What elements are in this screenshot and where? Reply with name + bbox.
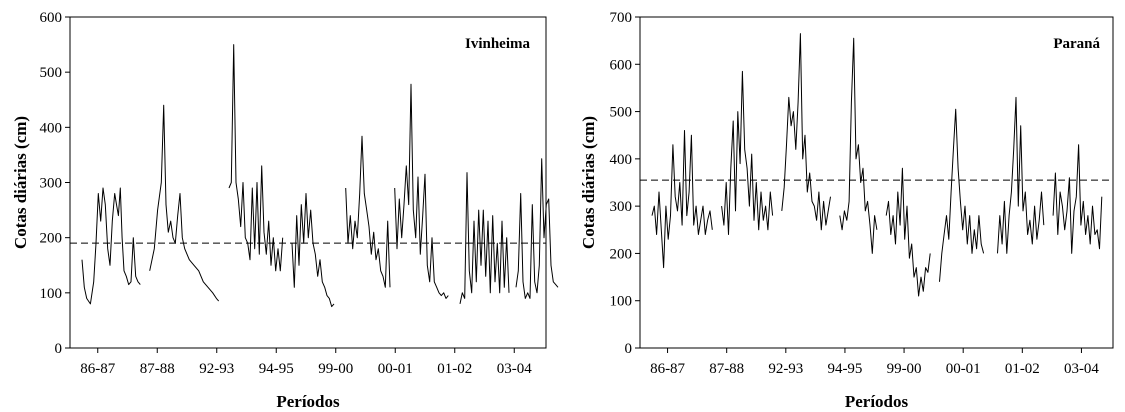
x-tick-label: 86-87 (80, 361, 115, 377)
y-tick-label: 200 (610, 246, 633, 262)
series-line (345, 135, 391, 288)
y-axis-label: Cotas diárias (cm) (579, 116, 598, 249)
series-line (885, 167, 931, 297)
y-tick-label: 100 (610, 294, 633, 310)
x-tick-label: 00-01 (378, 361, 413, 377)
y-tick-label: 400 (40, 120, 63, 136)
plot-frame (69, 16, 547, 349)
x-tick-label: 87-88 (140, 361, 175, 377)
x-tick-label: 86-87 (650, 361, 685, 377)
y-tick-label: 100 (40, 286, 63, 302)
x-tick-label: 94-95 (827, 361, 862, 377)
series-line (839, 37, 878, 254)
x-tick-label: 87-88 (709, 361, 744, 377)
series-line (394, 83, 449, 299)
y-tick-label: 300 (40, 176, 63, 192)
y-tick-label: 700 (610, 10, 633, 26)
panel-title: Ivinheima (465, 36, 531, 52)
y-tick-label: 400 (610, 152, 633, 168)
y-tick-label: 500 (40, 65, 63, 81)
x-tick-label: 01-02 (1005, 361, 1040, 377)
x-tick-label: 94-95 (259, 361, 294, 377)
y-tick-label: 0 (625, 341, 633, 357)
y-tick-label: 500 (610, 105, 633, 121)
panel-title: Paraná (1053, 36, 1100, 52)
y-tick-label: 600 (40, 10, 63, 26)
series-line (997, 96, 1045, 254)
y-tick-label: 200 (40, 231, 63, 247)
y-axis-label: Cotas diárias (cm) (11, 116, 30, 249)
x-tick-label: 03-04 (1064, 361, 1099, 377)
x-axis-label: Períodos (845, 392, 909, 411)
series-line (515, 158, 559, 299)
x-tick-label: 99-00 (318, 361, 353, 377)
series-line (149, 104, 220, 302)
x-tick-label: 99-00 (887, 361, 922, 377)
x-tick-label: 92-93 (768, 361, 803, 377)
series-line (228, 44, 284, 272)
y-tick-label: 300 (610, 199, 633, 215)
series-line (721, 70, 774, 235)
series-line (651, 130, 713, 269)
series-line (1052, 144, 1103, 254)
ivinheima-chart: 0 100 200 300 400 500 600 86-87 87-88 92-93 94-95 9… (11, 10, 559, 411)
series-line (781, 33, 831, 231)
x-tick-label: 03-04 (497, 361, 532, 377)
x-tick-label: 00-01 (946, 361, 981, 377)
series-line (81, 187, 141, 305)
x-tick-label: 92-93 (199, 361, 234, 377)
x-tick-label: 01-02 (437, 361, 472, 377)
parana-chart: 0 100 200 300 400 500 600 700 86-87 87-88 92-93 94-… (579, 10, 1114, 411)
series-line (939, 108, 985, 282)
y-tick-label: 0 (55, 341, 63, 357)
y-tick-label: 600 (610, 57, 633, 73)
x-axis-label: Períodos (276, 392, 340, 411)
series-line (459, 172, 510, 305)
series-line (291, 193, 335, 308)
plot-frame (639, 16, 1114, 349)
